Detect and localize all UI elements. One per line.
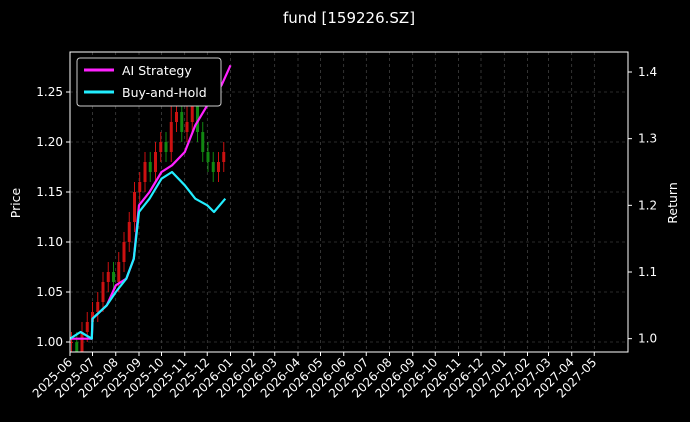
y-left-tick-label: 1.20 bbox=[36, 135, 63, 149]
candle-body bbox=[180, 112, 184, 132]
candle bbox=[143, 152, 147, 192]
candle-body bbox=[164, 142, 168, 152]
plot-frame bbox=[69, 51, 629, 353]
candle bbox=[164, 132, 168, 162]
candle-body bbox=[169, 122, 173, 152]
candle-body bbox=[211, 162, 215, 172]
candle bbox=[96, 292, 100, 322]
candle bbox=[159, 132, 163, 162]
candle-body bbox=[75, 342, 79, 352]
candle-body bbox=[190, 102, 194, 122]
candle-body bbox=[206, 152, 210, 162]
candle bbox=[148, 152, 152, 182]
chart-title: fund [159226.SZ] bbox=[283, 9, 415, 27]
y-left-tick-label: 1.25 bbox=[36, 85, 63, 99]
y-right-tick-label: 1.4 bbox=[638, 65, 657, 79]
candle-body bbox=[106, 272, 110, 282]
candle-body bbox=[91, 312, 94, 322]
candle-body bbox=[117, 262, 121, 282]
candle bbox=[217, 152, 220, 182]
candle bbox=[70, 332, 73, 352]
candle bbox=[154, 142, 157, 182]
candle bbox=[101, 272, 105, 312]
y-right-tick-label: 1.1 bbox=[638, 265, 657, 279]
candle bbox=[127, 212, 131, 252]
candle-body bbox=[154, 152, 157, 172]
candle-body bbox=[196, 102, 199, 132]
candle-body bbox=[217, 162, 220, 172]
legend-label-buy-and-hold: Buy-and-Hold bbox=[122, 85, 207, 100]
candle bbox=[180, 102, 184, 142]
candle bbox=[117, 252, 121, 292]
series-lines bbox=[69, 64, 232, 340]
legend: AI Strategy Buy-and-Hold bbox=[76, 57, 222, 107]
candle-body bbox=[143, 162, 147, 182]
candle-body bbox=[122, 242, 126, 262]
candle-body bbox=[148, 162, 152, 172]
y-right-tick-label: 1.3 bbox=[638, 132, 657, 146]
candle-body bbox=[127, 222, 131, 242]
candle-body bbox=[101, 282, 105, 302]
candle bbox=[185, 102, 189, 142]
candle bbox=[138, 172, 142, 202]
candle bbox=[211, 152, 215, 182]
candle-body bbox=[175, 112, 178, 122]
series-line-buy-and-hold bbox=[69, 170, 227, 340]
candle bbox=[169, 102, 173, 162]
y-axis-label-right: Return bbox=[665, 182, 680, 223]
candle-body bbox=[159, 142, 163, 152]
candle-body bbox=[112, 272, 115, 282]
candle bbox=[206, 142, 210, 172]
candle-body bbox=[201, 132, 205, 152]
grid bbox=[69, 52, 628, 352]
y-right-tick-label: 1.2 bbox=[638, 198, 657, 212]
candle bbox=[112, 262, 115, 292]
y-left-tick-label: 1.10 bbox=[36, 235, 63, 249]
y-left-tick-label: 1.05 bbox=[36, 285, 63, 299]
y-left-tick-label: 1.00 bbox=[36, 335, 63, 349]
candle-body bbox=[80, 332, 84, 352]
tick-labels: 2025-062025-072025-082025-092025-102025-… bbox=[30, 65, 657, 401]
y-right-tick-label: 1.0 bbox=[638, 332, 657, 346]
candle-body bbox=[96, 302, 100, 312]
candle-body bbox=[70, 342, 73, 343]
candle bbox=[106, 262, 110, 292]
candle-body bbox=[85, 322, 89, 332]
candle-body bbox=[138, 182, 142, 192]
candle bbox=[80, 322, 84, 352]
y-axis-label-left: Price bbox=[8, 187, 23, 218]
candle bbox=[222, 142, 226, 172]
legend-label-ai-strategy: AI Strategy bbox=[122, 63, 192, 78]
candle bbox=[201, 122, 205, 162]
candlesticks bbox=[70, 82, 226, 352]
candle-body bbox=[185, 122, 189, 132]
candle-body bbox=[222, 152, 226, 162]
y-left-tick-label: 1.15 bbox=[36, 185, 63, 199]
candle-body bbox=[133, 192, 136, 222]
candle bbox=[122, 232, 126, 272]
candle bbox=[133, 182, 136, 232]
